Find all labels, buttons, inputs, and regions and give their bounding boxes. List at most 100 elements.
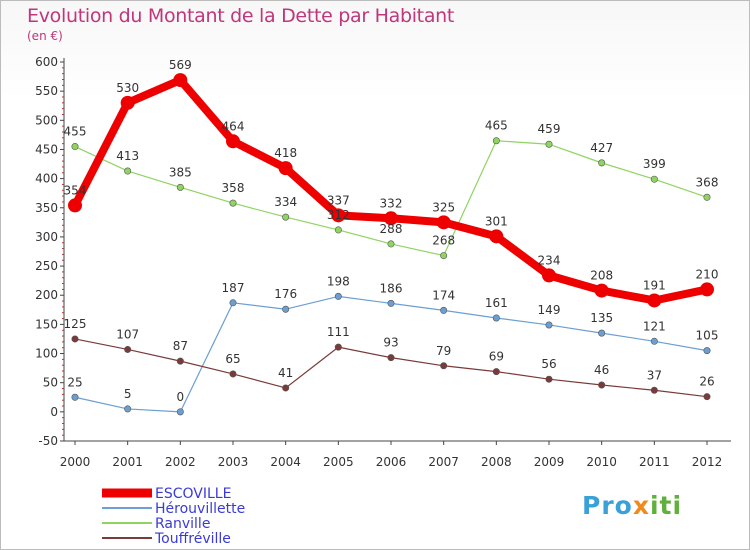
data-point — [176, 408, 184, 416]
data-label: 385 — [169, 165, 192, 179]
x-tick-label: 2004 — [270, 455, 301, 469]
data-point — [598, 381, 606, 389]
data-point — [703, 393, 711, 401]
data-point — [229, 299, 237, 307]
x-tick-label: 2005 — [323, 455, 354, 469]
y-tick-label: 450 — [35, 142, 58, 156]
data-point — [650, 337, 658, 345]
data-label: 455 — [64, 125, 87, 139]
legend-label: Hérouvillette — [155, 501, 245, 517]
data-label: 25 — [67, 375, 82, 389]
data-label: 191 — [643, 278, 666, 292]
data-label: 174 — [432, 288, 455, 302]
data-label: 427 — [590, 141, 613, 155]
legend-label: Ranville — [155, 516, 210, 532]
x-tick-label: 2001 — [112, 455, 143, 469]
data-point — [176, 357, 184, 365]
data-point — [703, 347, 711, 355]
data-label: 234 — [538, 253, 561, 267]
x-tick-label: 2006 — [376, 455, 407, 469]
data-label: 26 — [699, 375, 714, 389]
data-label: 5 — [124, 387, 132, 401]
data-label: 121 — [643, 319, 666, 333]
data-label: 56 — [541, 357, 556, 371]
data-label: 301 — [485, 214, 508, 228]
data-label: 418 — [274, 146, 297, 160]
y-tick-label: 600 — [35, 55, 58, 69]
data-label: 413 — [116, 149, 139, 163]
data-label: 41 — [278, 366, 293, 380]
data-point — [492, 314, 500, 322]
data-point — [545, 140, 553, 148]
x-tick-label: 2003 — [218, 455, 249, 469]
series-line — [71, 76, 708, 305]
data-point — [440, 306, 448, 314]
data-point — [71, 335, 79, 343]
data-label: 354 — [64, 183, 87, 197]
y-tick-label: 0 — [50, 405, 58, 419]
data-point — [436, 215, 451, 230]
data-point — [384, 211, 398, 226]
data-point — [71, 143, 79, 151]
x-tick-label: 2010 — [586, 455, 617, 469]
data-point — [545, 321, 553, 329]
data-label: 334 — [274, 195, 297, 209]
data-point — [489, 229, 504, 244]
data-point — [650, 386, 658, 394]
data-point — [598, 159, 606, 167]
data-point — [387, 240, 395, 248]
data-point — [226, 134, 240, 149]
data-label: 268 — [432, 234, 455, 248]
data-label: 186 — [380, 281, 403, 295]
data-label: 465 — [485, 119, 508, 133]
data-label: 332 — [380, 196, 403, 210]
data-point — [124, 345, 132, 353]
x-tick-label: 2002 — [165, 455, 196, 469]
legend-label: ESCOVILLE — [155, 486, 231, 502]
data-point — [120, 95, 135, 110]
data-label: 530 — [116, 81, 139, 95]
data-point — [331, 208, 346, 223]
data-label: 125 — [64, 317, 87, 331]
data-point — [173, 73, 188, 88]
data-label: 288 — [380, 222, 403, 236]
data-point — [647, 293, 662, 308]
data-point — [334, 292, 342, 300]
data-point — [176, 183, 184, 191]
data-point — [68, 198, 82, 213]
data-label: 198 — [327, 274, 350, 288]
data-label: 358 — [222, 181, 245, 195]
data-point — [440, 252, 448, 260]
x-tick-label: 2008 — [481, 455, 512, 469]
data-label: 176 — [274, 287, 297, 301]
y-tick-label: 500 — [35, 113, 58, 127]
data-point — [334, 343, 342, 351]
y-tick-label: 50 — [43, 376, 58, 390]
x-tick-label: 2012 — [692, 455, 723, 469]
legend-label: Touffréville — [154, 531, 231, 547]
data-label: 105 — [696, 329, 719, 343]
chart-unit: (en €) — [27, 29, 63, 43]
x-tick-label: 2011 — [639, 455, 670, 469]
data-label: 464 — [222, 119, 245, 133]
data-point — [334, 226, 342, 234]
y-tick-label: 400 — [35, 172, 58, 186]
data-label: 569 — [169, 58, 192, 72]
data-label: 459 — [538, 122, 561, 136]
y-tick-label: 150 — [35, 317, 58, 331]
data-label: 79 — [436, 344, 451, 358]
data-label: 0 — [177, 390, 185, 404]
data-point — [594, 283, 609, 298]
data-point — [387, 354, 395, 362]
data-point — [700, 282, 714, 297]
data-point — [229, 199, 237, 207]
data-point — [282, 305, 290, 313]
data-point — [492, 137, 500, 145]
y-tick-label: 200 — [35, 288, 58, 302]
data-label: 325 — [432, 200, 455, 214]
data-label: 46 — [594, 363, 609, 377]
data-label: 65 — [225, 352, 240, 366]
x-tick-label: 2000 — [60, 455, 91, 469]
